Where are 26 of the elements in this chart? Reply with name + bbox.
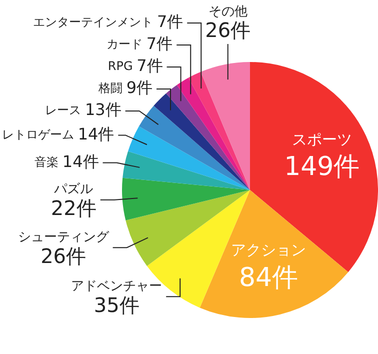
data-label: 7件	[146, 34, 173, 54]
data-label: 22件	[50, 196, 96, 220]
slice-label: 音楽	[34, 154, 62, 169]
slice-label: RPG	[108, 59, 137, 74]
data-label: 26件	[205, 18, 251, 42]
data-label: 13件	[84, 100, 122, 120]
data-label: 14件	[62, 152, 99, 171]
data-label: 7件	[136, 56, 163, 76]
slice-label: その他	[208, 4, 248, 20]
data-label: 149件	[284, 152, 360, 182]
data-label: 84件	[238, 262, 298, 293]
slice-label: スポーツ	[292, 130, 352, 148]
slice-label: レース	[45, 103, 85, 118]
slice-label: 格闘	[97, 81, 126, 96]
data-label: 7件	[156, 12, 184, 32]
slice-label: カード	[106, 37, 146, 52]
data-label: 26件	[40, 244, 86, 268]
data-label: 14件	[78, 124, 114, 144]
slice-label: アクション	[231, 241, 306, 260]
slice-label: アドベンチャー	[71, 279, 162, 294]
data-label: 9件	[126, 78, 153, 98]
slice-label: シューティング	[18, 230, 110, 245]
slice-label: パズル	[53, 182, 94, 198]
slice-label: レトロゲーム	[2, 127, 78, 142]
slice-label: エンターテインメント	[33, 15, 157, 30]
data-label: 35件	[94, 292, 140, 317]
